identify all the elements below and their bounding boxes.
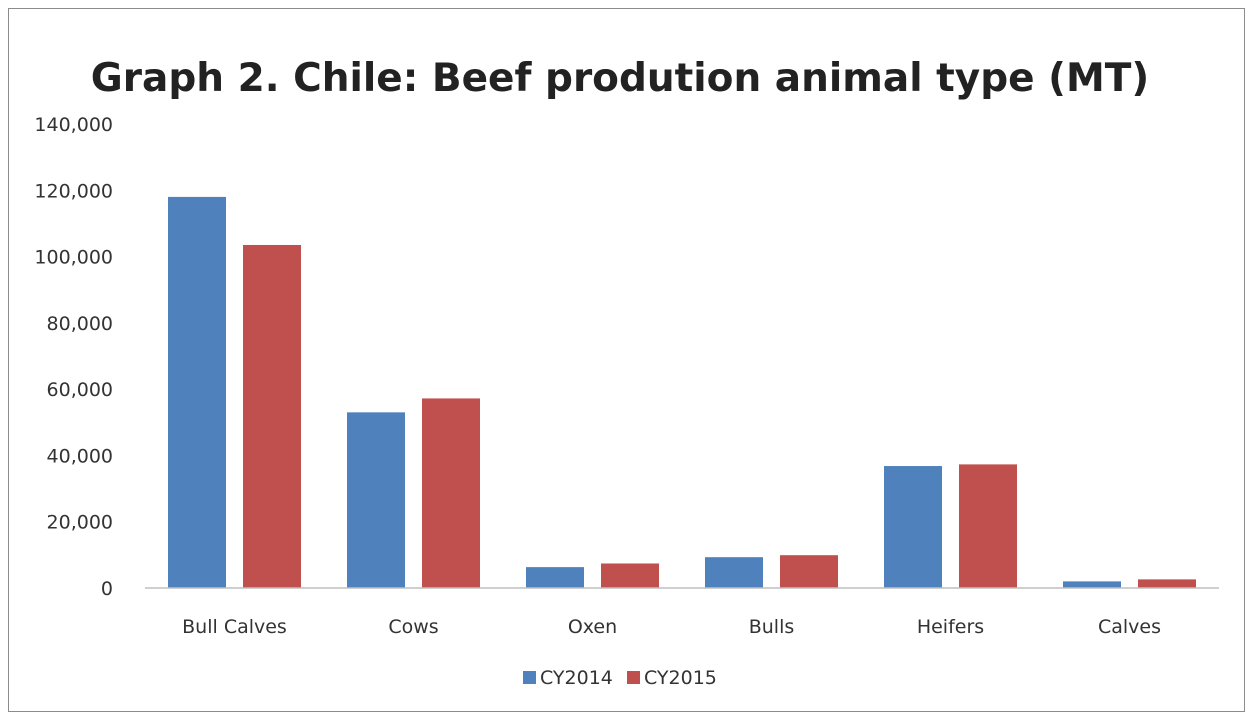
y-tick-label: 100,000 (34, 247, 113, 269)
chart-title: Graph 2. Chile: Beef prodution animal ty… (91, 56, 1149, 101)
bar-cy2014-oxen (526, 567, 584, 588)
bar-cy2015-heifers (959, 464, 1017, 588)
bar-cy2015-bulls (780, 555, 838, 588)
chart-frame: Graph 2. Chile: Beef prodution animal ty… (8, 8, 1245, 712)
bar-cy2015-bull-calves (243, 244, 301, 588)
y-tick-label: 20,000 (47, 512, 113, 534)
legend-swatch-cy2014 (523, 671, 536, 684)
x-tick-label: Heifers (917, 616, 984, 638)
bars (168, 196, 1196, 588)
x-tick-label: Cows (388, 616, 438, 638)
y-axis-ticks: 0 20,000 40,000 60,000 80,000 100,000 120,000 1… (34, 114, 113, 600)
bar-cy2015-oxen (601, 563, 659, 588)
bar-cy2014-calves (1063, 581, 1121, 588)
y-tick-label: 40,000 (47, 445, 113, 467)
y-tick-label: 120,000 (34, 180, 113, 202)
x-tick-label: Bulls (749, 616, 795, 638)
bar-cy2014-bull-calves (168, 196, 226, 588)
legend: CY2014 CY2015 (523, 667, 717, 689)
x-tick-label: Calves (1098, 616, 1161, 638)
legend-swatch-cy2015 (627, 671, 640, 684)
x-tick-label: Oxen (568, 616, 617, 638)
legend-label-cy2015: CY2015 (644, 667, 717, 689)
bar-cy2014-bulls (705, 557, 763, 588)
bar-chart: Graph 2. Chile: Beef prodution animal ty… (34, 56, 1219, 689)
legend-label-cy2014: CY2014 (540, 667, 613, 689)
bar-cy2015-calves (1138, 579, 1196, 588)
bar-cy2014-heifers (884, 466, 942, 588)
x-axis-ticks: Bull Calves Cows Oxen Bulls Heifers Calves (182, 616, 1161, 638)
y-tick-label: 140,000 (34, 114, 113, 136)
y-tick-label: 60,000 (47, 379, 113, 401)
bar-cy2014-cows (347, 412, 405, 588)
x-tick-label: Bull Calves (182, 616, 287, 638)
y-tick-label: 80,000 (47, 313, 113, 335)
bar-cy2015-cows (422, 398, 480, 588)
y-tick-label: 0 (101, 578, 113, 600)
